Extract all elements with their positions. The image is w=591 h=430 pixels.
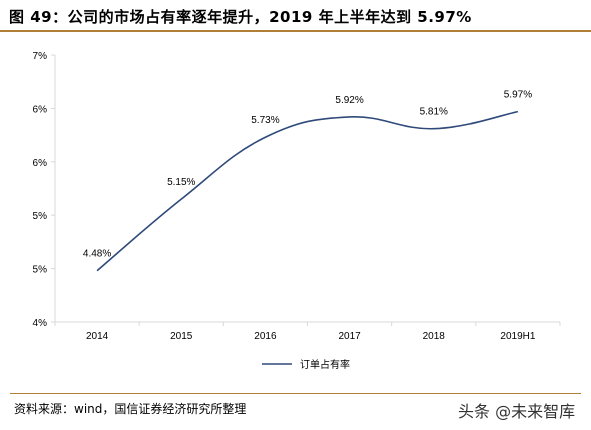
y-tick-label: 6% xyxy=(33,104,48,115)
data-label: 4.48% xyxy=(83,249,111,260)
data-label: 5.97% xyxy=(504,90,532,101)
y-axis-tick-labels: 7% 6% 6% 5% 5% 4% xyxy=(33,51,48,329)
data-labels: 4.48% 5.15% 5.73% 5.92% 5.81% 5.97% xyxy=(83,90,532,260)
y-tick-label: 5% xyxy=(33,211,48,222)
data-label: 5.73% xyxy=(251,115,279,126)
x-tick-label: 2018 xyxy=(423,331,446,342)
bottom-divider xyxy=(10,393,581,394)
x-tick-label: 2019H1 xyxy=(500,331,535,342)
x-tick-label: 2014 xyxy=(86,331,109,342)
chart-legend: 订单占有率 xyxy=(262,358,350,371)
y-tick-label: 5% xyxy=(33,265,48,276)
x-tick-label: 2015 xyxy=(170,331,193,342)
y-tick-label: 7% xyxy=(33,51,48,62)
y-tick-label: 6% xyxy=(33,158,48,169)
chart-axes xyxy=(51,54,561,326)
watermark-text: 头条 @未来智库 xyxy=(458,402,576,421)
x-tick-label: 2017 xyxy=(338,331,361,342)
x-tick-label: 2016 xyxy=(254,331,277,342)
figure-title: 图 49：公司的市场占有率逐年提升，2019 年上半年达到 5.97% xyxy=(9,8,472,26)
data-label: 5.92% xyxy=(335,95,363,106)
data-label: 5.15% xyxy=(167,177,195,188)
data-label: 5.81% xyxy=(420,107,448,118)
series-line-market-share xyxy=(96,110,519,272)
line-chart: 7%6%6%5%5%4% 2014 2015 2016 2017 2018 2019H1 … xyxy=(33,51,561,371)
x-axis-tick-labels: 2014 2015 2016 2017 2018 2019H1 xyxy=(86,331,536,342)
y-tick-label: 4% xyxy=(33,318,48,329)
legend-label: 订单占有率 xyxy=(300,358,350,371)
figure-title-bar: 图 49：公司的市场占有率逐年提升，2019 年上半年达到 5.97% xyxy=(0,0,591,32)
source-note: 资料来源：wind，国信证券经济研究所整理 xyxy=(14,402,247,416)
